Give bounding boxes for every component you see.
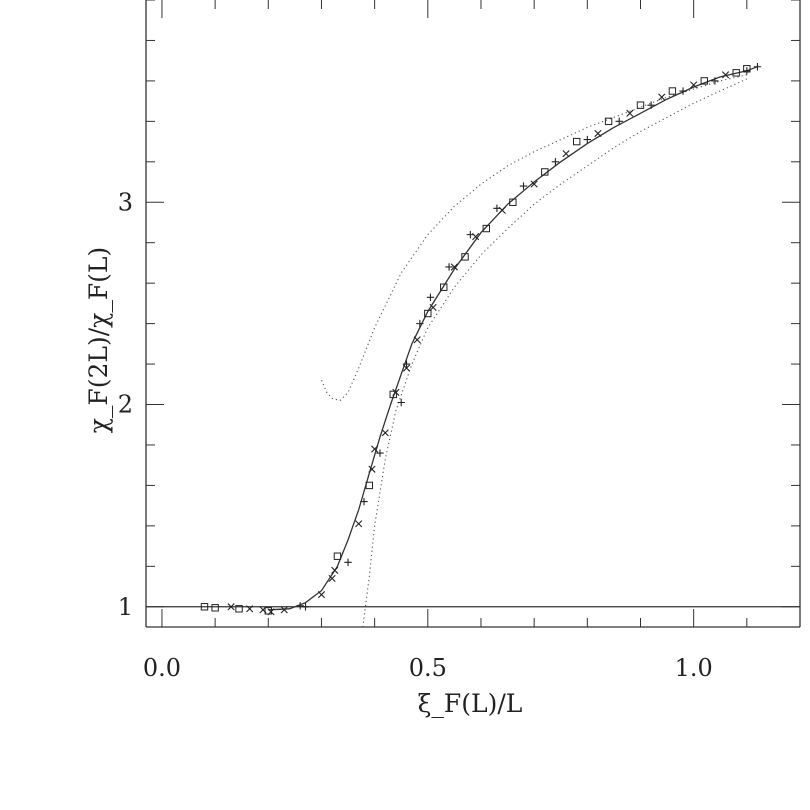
data-point-cross xyxy=(267,608,275,616)
data-point-cross xyxy=(450,263,458,271)
data-point-plus xyxy=(445,263,453,271)
data-point-plus xyxy=(376,449,384,457)
data-point-cross xyxy=(246,605,254,613)
y-tick-label: 1 xyxy=(118,593,133,621)
curves xyxy=(268,66,758,628)
data-point-square xyxy=(541,168,549,176)
data-point-square xyxy=(700,77,708,85)
data-point-cross xyxy=(381,429,389,437)
data-point-plus xyxy=(301,603,310,611)
y-tick-label: 2 xyxy=(118,391,133,419)
data-point-cross xyxy=(280,606,288,614)
data-point-plus xyxy=(679,87,687,95)
data-point-cross xyxy=(317,591,326,599)
data-point-square xyxy=(461,253,469,261)
data-point-cross xyxy=(626,109,634,117)
data-point-square xyxy=(509,198,517,206)
data-point-square xyxy=(365,481,374,490)
data-point-cross xyxy=(227,603,235,611)
data-point-plus xyxy=(583,135,592,144)
data-point-plus xyxy=(519,182,528,190)
data-point-plus xyxy=(551,158,560,166)
data-point-cross xyxy=(413,336,421,344)
data-point-plus xyxy=(426,293,435,302)
x-tick-label: 0.5 xyxy=(409,654,447,682)
data-point-plus xyxy=(416,319,424,328)
data-point-plus xyxy=(466,230,475,239)
fit-curve xyxy=(268,66,758,611)
plot-frame xyxy=(145,0,801,628)
data-point-square xyxy=(389,390,397,399)
data-point-plus xyxy=(615,117,623,126)
data-point-plus xyxy=(743,67,751,75)
x-tick-label: 0.0 xyxy=(143,654,181,682)
data-point-plus xyxy=(296,602,304,610)
data-point-cross xyxy=(594,129,602,138)
data-point-cross xyxy=(355,520,363,528)
data-point-cross xyxy=(402,364,411,372)
asymptotic-curve xyxy=(362,78,748,628)
tick-labels: 0.0 0.5 1.0 1 2 3 xyxy=(118,188,713,682)
data-point-cross xyxy=(429,303,437,312)
x-axis-label: ξ_F(L)/L xyxy=(418,689,523,718)
y-axis-label: χ_F(2L)/χ_F(L) xyxy=(84,247,113,434)
data-points xyxy=(200,63,762,616)
axis-ticks xyxy=(146,0,801,627)
data-point-square xyxy=(333,552,342,560)
data-point-plus xyxy=(753,63,762,71)
data-point-plus xyxy=(402,360,411,368)
data-point-square xyxy=(235,605,243,613)
data-point-square xyxy=(604,117,613,126)
data-point-cross xyxy=(658,93,666,101)
data-point-square xyxy=(482,224,490,233)
x-tick-label: 1.0 xyxy=(675,654,713,682)
data-point-plus xyxy=(344,558,352,566)
data-point-cross xyxy=(331,566,339,574)
data-point-square xyxy=(668,87,677,95)
data-point-plus xyxy=(493,204,501,213)
data-point-square xyxy=(572,137,581,146)
data-point-cross xyxy=(392,388,400,396)
data-point-plus xyxy=(647,101,655,109)
data-point-cross xyxy=(562,150,570,158)
data-point-square xyxy=(424,309,432,318)
data-point-square xyxy=(211,604,219,612)
data-point-plus xyxy=(360,497,368,506)
data-point-cross xyxy=(530,180,538,188)
data-point-plus xyxy=(711,77,719,85)
data-point-square xyxy=(440,283,448,291)
data-point-square xyxy=(636,101,645,109)
data-point-cross xyxy=(690,81,698,89)
data-point-square xyxy=(732,69,740,77)
data-point-cross xyxy=(328,574,336,583)
data-point-square xyxy=(200,603,209,611)
data-point-cross xyxy=(721,71,730,79)
data-point-plus xyxy=(397,398,405,407)
data-point-cross xyxy=(371,445,379,453)
data-point-cross xyxy=(368,465,376,473)
y-tick-label: 3 xyxy=(118,188,133,216)
asymptotic-curve xyxy=(320,74,747,402)
data-point-cross xyxy=(259,606,267,614)
